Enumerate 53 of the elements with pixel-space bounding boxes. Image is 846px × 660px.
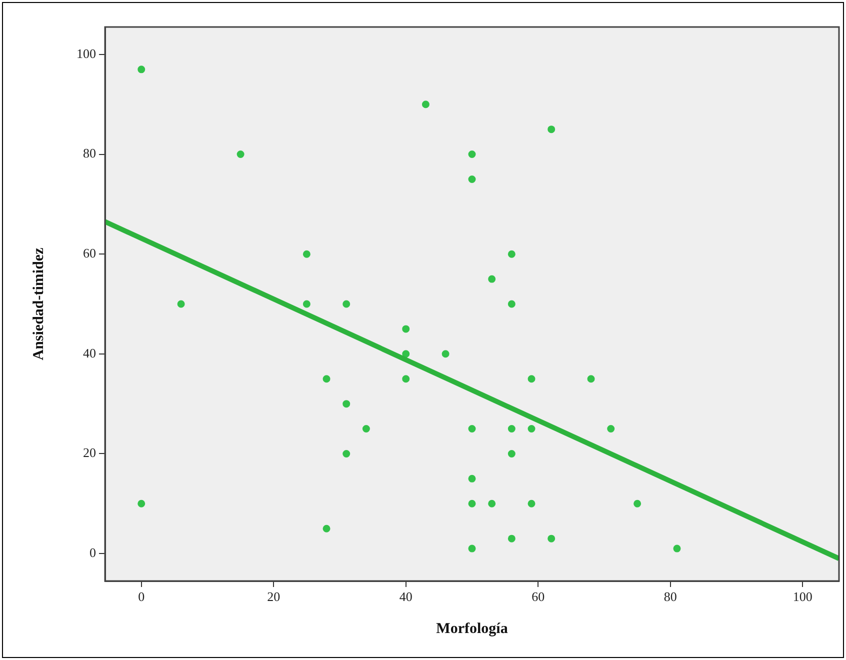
x-tick-label: 60 xyxy=(532,589,545,604)
point xyxy=(342,300,350,308)
x-tick-label: 0 xyxy=(138,589,145,604)
point xyxy=(322,375,330,383)
y-tick-label: 20 xyxy=(83,445,96,460)
point xyxy=(673,544,681,552)
point xyxy=(548,126,556,134)
y-tick-label: 0 xyxy=(90,544,96,560)
x-tick-label: 20 xyxy=(267,589,280,604)
point xyxy=(488,500,496,508)
point xyxy=(422,100,430,108)
point xyxy=(528,500,536,508)
x-tick-label: 100 xyxy=(792,589,812,604)
y-tick-label: 40 xyxy=(83,345,96,360)
y-tick-label: 100 xyxy=(76,46,96,61)
point xyxy=(177,300,185,308)
x-tick-label: 40 xyxy=(399,589,412,604)
point xyxy=(488,275,496,283)
point xyxy=(322,524,330,532)
point xyxy=(468,150,476,158)
point xyxy=(468,544,476,552)
point xyxy=(508,250,516,258)
point xyxy=(342,450,350,458)
point xyxy=(138,66,146,74)
point xyxy=(607,425,615,433)
y-axis-title: Ansiedad-timidez xyxy=(30,247,47,360)
point xyxy=(508,300,516,308)
point xyxy=(442,350,450,358)
y-tick-label: 80 xyxy=(83,146,96,161)
point xyxy=(468,425,476,433)
point xyxy=(402,350,410,358)
point xyxy=(508,450,516,458)
point xyxy=(548,534,556,542)
point xyxy=(634,500,642,508)
point xyxy=(468,474,476,482)
point xyxy=(468,175,476,183)
point xyxy=(302,300,310,308)
point xyxy=(508,425,516,433)
point xyxy=(236,150,244,158)
y-tick-label: 60 xyxy=(83,246,96,261)
point xyxy=(508,534,516,542)
point xyxy=(402,325,410,333)
point xyxy=(468,500,476,508)
point xyxy=(362,425,370,433)
point xyxy=(528,425,536,433)
point xyxy=(587,375,595,383)
point xyxy=(302,250,310,258)
x-axis-title: Morfología xyxy=(436,620,508,637)
x-tick-label: 80 xyxy=(664,589,677,604)
point xyxy=(342,400,350,408)
point xyxy=(138,500,146,508)
point xyxy=(402,375,410,383)
point xyxy=(528,375,536,383)
